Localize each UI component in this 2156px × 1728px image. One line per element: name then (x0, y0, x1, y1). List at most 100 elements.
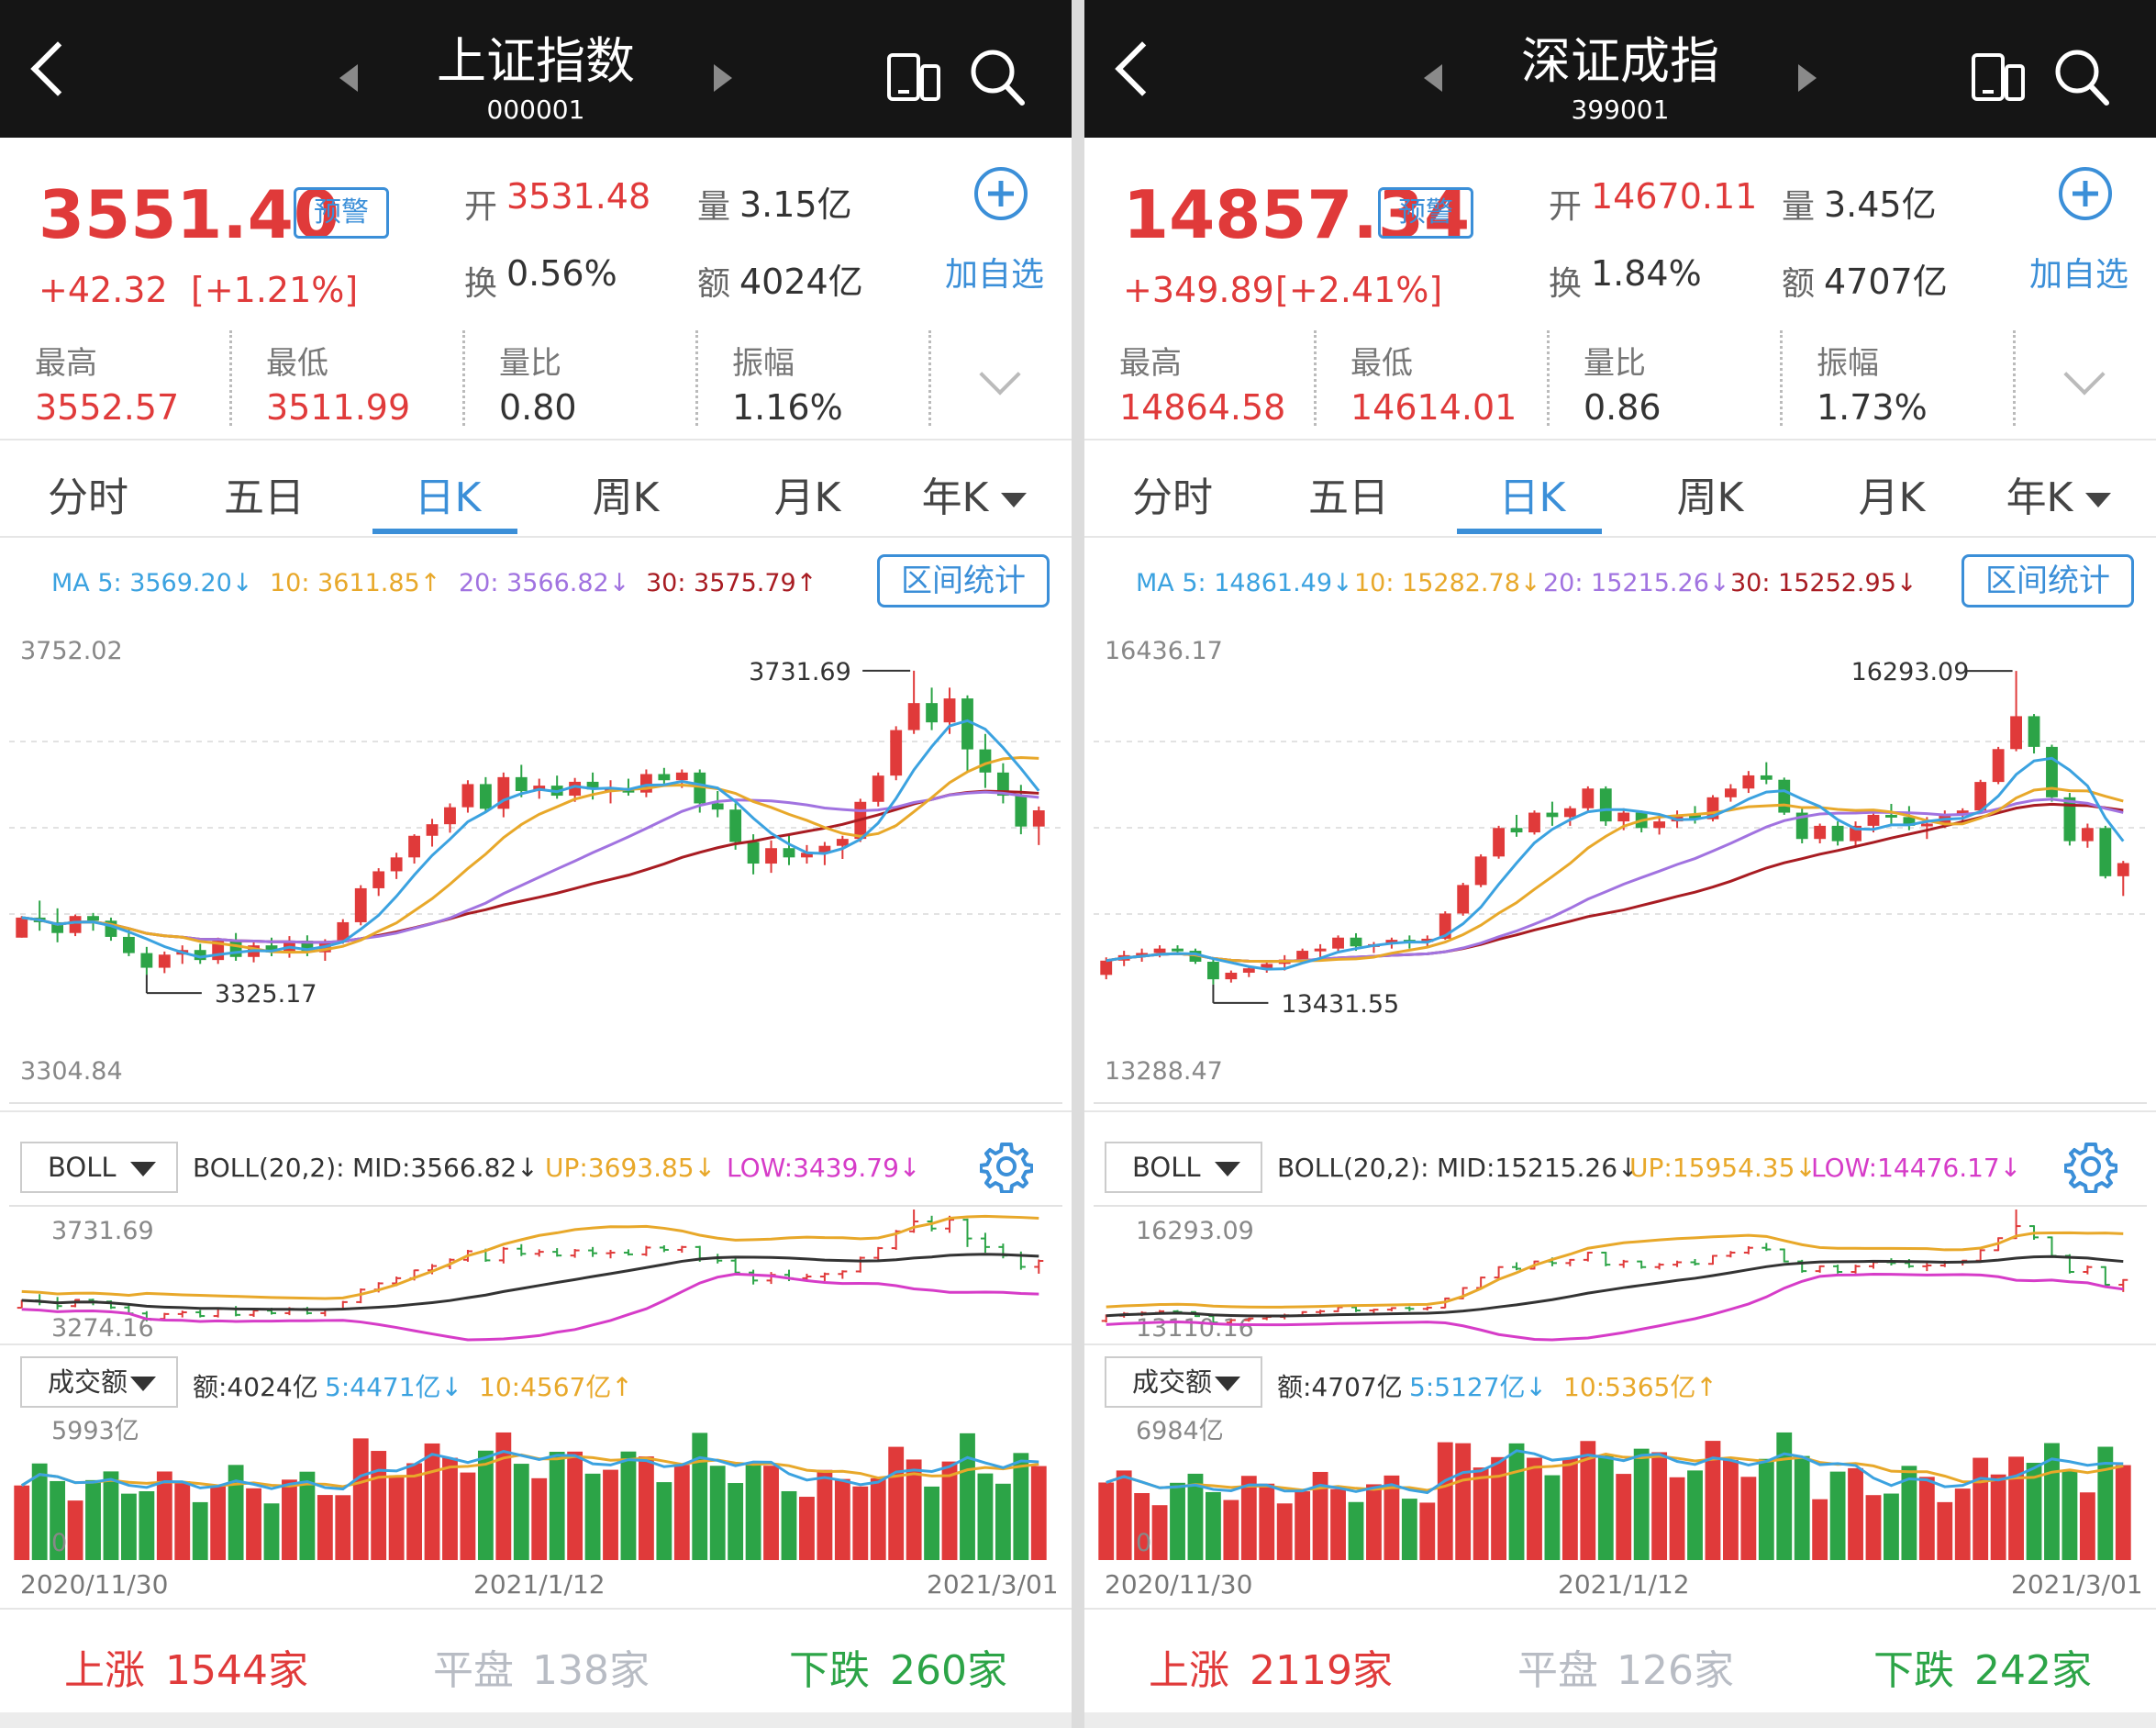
indicator-selector-label: BOLL (48, 1152, 117, 1183)
amount-bar (263, 1503, 280, 1560)
boll-chart[interactable]: 3731.69 3274.16 (0, 1202, 1072, 1349)
kline-chart[interactable]: 16436.17 13288.47 16293.09 13431.55 (1084, 615, 2156, 1110)
candle-body (1421, 938, 1434, 942)
next-index-arrow-icon[interactable] (1798, 64, 1817, 92)
amount-axis-min: 0 (1136, 1529, 1151, 1557)
indicator-selector-label: 成交额 (1132, 1366, 1213, 1398)
stat-divider (1547, 330, 1550, 426)
add-watchlist-plus-icon[interactable] (2057, 165, 2114, 222)
stat-divider (229, 330, 232, 426)
amount-bar (1937, 1501, 1953, 1560)
search-icon[interactable] (2053, 48, 2110, 106)
range-statistics-button[interactable]: 区间统计 (1962, 554, 2134, 608)
candle-body (1474, 856, 1487, 886)
amount-bar (1829, 1471, 1846, 1560)
amount-bar (85, 1479, 101, 1560)
price-alert-button[interactable]: 预警 (294, 187, 389, 239)
tab-weekly-k[interactable]: 周K (1676, 474, 1744, 521)
amount-chart[interactable]: 6984亿 0 (1084, 1413, 2156, 1562)
candle-body (372, 871, 385, 888)
add-watchlist-plus-icon[interactable] (972, 165, 1029, 222)
candle-body (229, 941, 242, 957)
tab-monthly-k[interactable]: 月K (1858, 474, 1926, 521)
candle-body (1599, 788, 1612, 822)
tab-yearly-k[interactable]: 年K (1976, 464, 2141, 523)
divider (0, 536, 1072, 538)
stat-divider (1780, 330, 1783, 426)
stat-amplitude-value: 1.73% (1817, 387, 1928, 428)
amount-ma5-line (1106, 1449, 2124, 1495)
candle-body (2081, 828, 2094, 842)
divider (0, 439, 1072, 440)
amount-bar (1687, 1470, 1703, 1560)
boll-chart[interactable]: 16293.09 13110.16 (1084, 1202, 2156, 1349)
indicator-selector-boll[interactable]: BOLL (1105, 1142, 1262, 1193)
candle-body (1528, 812, 1540, 833)
amount-bar (763, 1466, 779, 1560)
next-index-arrow-icon[interactable] (714, 64, 732, 92)
date-start: 2020/11/30 (1105, 1569, 1253, 1600)
chevron-down-icon[interactable] (979, 353, 1021, 396)
boll-low: LOW:3439.79↓ (727, 1153, 921, 1183)
volume-value: 3.15亿 (739, 184, 852, 225)
amount-bar (2097, 1446, 2114, 1560)
amount-bar (352, 1438, 369, 1560)
boll-low: LOW:14476.17↓ (1811, 1153, 2022, 1183)
back-arrow-icon[interactable] (1115, 41, 1170, 96)
prev-index-arrow-icon[interactable] (339, 64, 358, 92)
settings-gear-icon[interactable] (2064, 1140, 2117, 1193)
amount-bar (1401, 1499, 1417, 1560)
amount-bar (1794, 1455, 1810, 1560)
add-watchlist-button[interactable]: 加自选 (2029, 256, 2129, 294)
amount-chart[interactable]: 5993亿 0 (0, 1413, 1072, 1562)
unchanged-count: 126家 (1617, 1647, 1734, 1694)
amount-bar (1973, 1457, 1989, 1560)
amount-bar (1848, 1467, 1863, 1560)
index-code: 399001 (1571, 95, 1670, 125)
prev-index-arrow-icon[interactable] (1424, 64, 1442, 92)
amount-bar (1544, 1475, 1561, 1560)
boll-mid-line (1106, 1254, 2124, 1318)
range-statistics-button[interactable]: 区间统计 (877, 554, 1050, 608)
amount-bar (1437, 1442, 1453, 1560)
amount-bar (924, 1486, 940, 1560)
tab-five-day[interactable]: 五日 (224, 474, 305, 521)
volume-label: 量 (697, 188, 731, 226)
screen-rotate-icon[interactable] (886, 51, 941, 103)
indicator-selector-boll[interactable]: BOLL (20, 1142, 178, 1193)
tab-five-day[interactable]: 五日 (1308, 474, 1389, 521)
amount-bar (67, 1500, 83, 1560)
tab-weekly-k[interactable]: 周K (592, 474, 660, 521)
screen-rotate-icon[interactable] (1971, 51, 2026, 103)
amount-bar (1616, 1474, 1632, 1560)
price-alert-button[interactable]: 预警 (1378, 187, 1473, 239)
indicator-selector-amount[interactable]: 成交额 (1105, 1356, 1262, 1408)
chevron-down-icon[interactable] (2063, 353, 2106, 396)
settings-gear-icon[interactable] (980, 1140, 1033, 1193)
amount-bar (228, 1465, 244, 1560)
back-arrow-icon[interactable] (30, 41, 85, 96)
tab-monthly-k[interactable]: 月K (773, 474, 841, 521)
kline-chart[interactable]: 3752.02 3304.84 3731.69 3325.17 (0, 615, 1072, 1110)
amount-bar (1134, 1493, 1150, 1560)
tab-daily-k[interactable]: 日K (414, 474, 482, 521)
stat-volume-ratio-value: 0.80 (499, 387, 577, 428)
indicator-selector-amount[interactable]: 成交额 (20, 1356, 178, 1408)
tab-intraday[interactable]: 分时 (1132, 474, 1213, 521)
amount-axis-min: 0 (51, 1529, 67, 1557)
search-icon[interactable] (969, 48, 1026, 106)
stat-low-value: 14614.01 (1350, 387, 1517, 428)
tab-yearly-k[interactable]: 年K (892, 464, 1057, 523)
date-end: 2021/3/01 (2011, 1569, 2143, 1600)
price-change-percent: [+2.41%] (1275, 270, 1443, 310)
tab-intraday[interactable]: 分时 (48, 474, 128, 521)
stat-amplitude-value: 1.16% (732, 387, 843, 428)
tab-daily-k[interactable]: 日K (1498, 474, 1566, 521)
candle-body (1760, 775, 1773, 780)
candle-body (961, 698, 973, 750)
add-watchlist-button[interactable]: 加自选 (945, 256, 1045, 294)
amount-bar (1348, 1501, 1364, 1560)
amount-bar (692, 1433, 708, 1560)
amount-bar (477, 1450, 494, 1560)
amount-bar (317, 1495, 333, 1560)
